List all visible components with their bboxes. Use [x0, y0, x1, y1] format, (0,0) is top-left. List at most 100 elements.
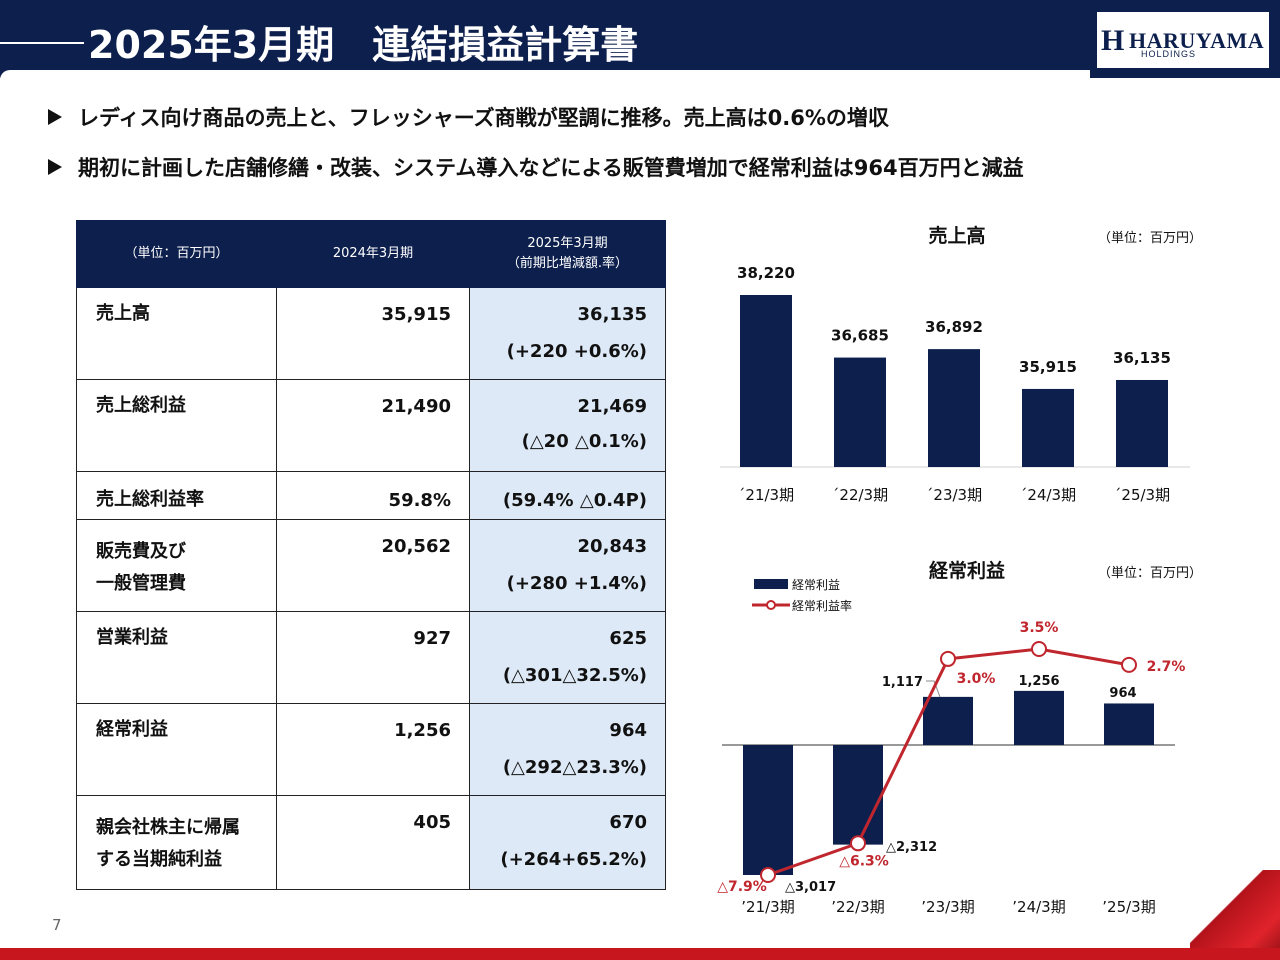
header-divider	[0, 70, 1090, 80]
chart1-title: 売上高	[928, 224, 985, 247]
row-label: 営業利益	[76, 611, 277, 704]
chart1-value-label: 36,685	[831, 327, 889, 345]
row-prev-value: 35,915	[276, 287, 470, 380]
header-unit: （単位：百万円）	[76, 220, 277, 288]
page-title: 2025年3月期 連結損益計算書	[88, 23, 639, 67]
legend-bar-swatch	[754, 579, 788, 589]
header-curr-line2: （前期比増減額.率）	[506, 256, 629, 271]
row-curr-value: 21,469	[577, 396, 647, 417]
chart2-ratio-label: 3.5%	[1020, 620, 1059, 636]
chart2-ratio-marker	[850, 835, 866, 852]
row-curr-cell: 21,469 (△20 △0.1%)	[469, 379, 666, 472]
row-prev-value: 21,490	[276, 379, 470, 472]
chart1-value-label: 38,220	[737, 264, 795, 282]
chart2-ratio-marker	[760, 867, 776, 883]
chart2-bar	[923, 696, 973, 745]
row-prev-value: 405	[276, 795, 470, 890]
logo-name: HARUYAMA	[1129, 28, 1265, 53]
company-logo: H HARUYAMA HOLDINGS	[1097, 12, 1269, 68]
chart2-category-label: ’24/3期	[1012, 898, 1065, 916]
logo-h-icon: H	[1101, 24, 1125, 57]
row-label-line1: 親会社株主に帰属	[96, 817, 240, 838]
row-curr-cell: 670 (+264+65.2%)	[469, 795, 666, 890]
row-curr-cell: 964 (△292△23.3%)	[469, 703, 666, 796]
chart2-unit: （単位：百万円）	[1098, 565, 1202, 581]
header-curr-year: 2025年3月期 （前期比増減額.率）	[469, 220, 666, 288]
row-curr-value: 670	[609, 812, 647, 833]
row-label-line2: する当期純利益	[96, 849, 222, 870]
row-label-line1: 販売費及び	[96, 541, 186, 562]
row-label: 売上総利益	[76, 379, 277, 472]
logo-sub: HOLDINGS	[1141, 49, 1197, 59]
chart1-category-label: ´23/3期	[926, 486, 982, 504]
legend-line-label: 経常利益率	[792, 598, 852, 613]
triangle-bullet-icon	[48, 159, 62, 175]
header-curr-line1: 2025年3月期	[527, 236, 608, 251]
row-prev-value: 59.8%	[276, 471, 470, 520]
row-label: 売上高	[76, 287, 277, 380]
header-prev-year: 2024年3月期	[276, 220, 470, 288]
chart1-value-label: 35,915	[1019, 358, 1077, 376]
chart1-category-label: ´22/3期	[832, 486, 888, 504]
table-row: 売上総利益 21,490 21,469 (△20 △0.1%)	[76, 379, 666, 472]
table-row: 親会社株主に帰属 する当期純利益 405 670 (+264+65.2%)	[76, 795, 666, 890]
row-change: (+220 +0.6%)	[506, 341, 647, 362]
chart2-ratio-label: 2.7%	[1147, 659, 1186, 675]
footer-decoration	[1190, 870, 1280, 960]
row-change: (△301△32.5%)	[502, 665, 647, 686]
table-row: 販売費及び 一般管理費 20,562 20,843 (+280 +1.4%)	[76, 519, 666, 612]
chart2-category-label: ’25/3期	[1102, 898, 1155, 916]
chart1-category-label: ´21/3期	[738, 486, 794, 504]
chart2-ratio-label: △6.3%	[839, 853, 889, 869]
row-curr-cell: 625 (△301△32.5%)	[469, 611, 666, 704]
row-change: (+280 +1.4%)	[506, 573, 647, 594]
chart2-bar	[1014, 690, 1064, 745]
row-change: (△20 △0.1%)	[521, 431, 647, 452]
chart2-ratio-marker	[940, 650, 956, 667]
row-curr-value: 20,843	[577, 536, 647, 557]
row-change: (+264+65.2%)	[500, 849, 647, 870]
chart2-bar-label: 1,117	[882, 675, 923, 690]
row-prev-value: 20,562	[276, 519, 470, 612]
chart1-bar	[928, 349, 980, 467]
chart2-category-label: ’22/3期	[831, 898, 884, 916]
header-accent-line	[0, 42, 84, 44]
chart2-bar	[833, 745, 883, 845]
bullet-2: 期初に計画した店舗修繕・改装、システム導入などによる販管費増加で経常利益は964…	[48, 152, 1024, 182]
row-curr-value: 964	[609, 720, 647, 741]
row-curr-value: 36,135	[577, 304, 647, 325]
header-bar	[0, 0, 1280, 78]
chart2-ratio-marker	[1031, 641, 1047, 657]
table-row: 営業利益 927 625 (△301△32.5%)	[76, 611, 666, 704]
chart2-bar-label: 1,256	[1018, 674, 1059, 689]
chart2-title: 経常利益	[929, 559, 1005, 582]
chart2-bar-label: 964	[1109, 686, 1136, 701]
chart1-bar	[834, 357, 886, 467]
chart1-bar	[1022, 388, 1074, 467]
income-statement-table: （単位：百万円） 2024年3月期 2025年3月期 （前期比増減額.率） 売上…	[76, 220, 666, 890]
chart2-category-label: ’23/3期	[921, 898, 974, 916]
row-prev-value: 927	[276, 611, 470, 704]
chart1-value-label: 36,135	[1113, 349, 1171, 367]
chart2-leader-line	[926, 680, 941, 698]
chart2-ratio-label: △7.9%	[717, 879, 767, 895]
bullet-2-text: 期初に計画した店舗修繕・改装、システム導入などによる販管費増加で経常利益は964…	[78, 156, 1024, 180]
row-curr-cell: 20,843 (+280 +1.4%)	[469, 519, 666, 612]
row-prev-value: 1,256	[276, 703, 470, 796]
triangle-bullet-icon	[48, 109, 62, 125]
chart2-ratio-marker	[1121, 656, 1137, 673]
chart2-ratio-line	[767, 647, 1130, 877]
row-curr-cell: 36,135 (+220 +0.6%)	[469, 287, 666, 380]
chart1-bar	[1116, 379, 1168, 467]
table-header-row: （単位：百万円） 2024年3月期 2025年3月期 （前期比増減額.率）	[76, 220, 666, 288]
chart2-bar	[743, 745, 793, 875]
chart1-category-label: ´24/3期	[1020, 486, 1076, 504]
legend-line-marker	[766, 600, 776, 610]
row-change: (△292△23.3%)	[502, 757, 647, 778]
chart2-bar	[1104, 703, 1154, 745]
table-row: 売上高 35,915 36,135 (+220 +0.6%)	[76, 287, 666, 380]
chart1-bar	[740, 295, 792, 467]
row-label-line2: 一般管理費	[96, 573, 186, 594]
row-label: 親会社株主に帰属 する当期純利益	[76, 795, 277, 890]
